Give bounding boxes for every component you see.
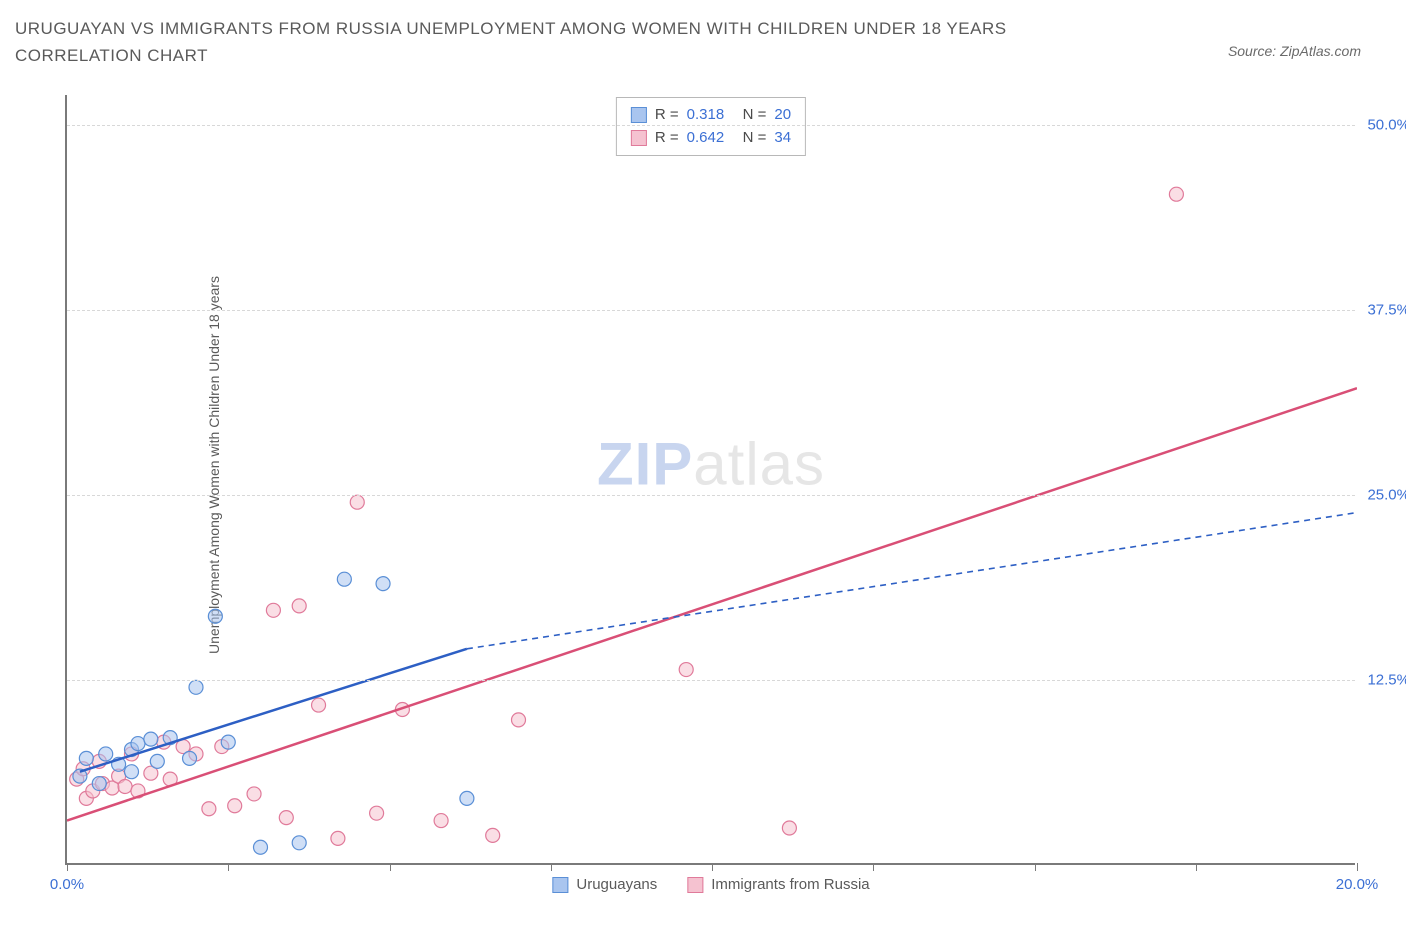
x-tick bbox=[67, 863, 68, 871]
x-tick bbox=[1196, 863, 1197, 871]
data-point-russia bbox=[215, 740, 229, 754]
data-point-russia bbox=[163, 772, 177, 786]
data-point-uruguayans bbox=[92, 777, 106, 791]
x-tick bbox=[1357, 863, 1358, 871]
data-point-russia bbox=[395, 703, 409, 717]
data-point-russia bbox=[112, 769, 126, 783]
x-tick bbox=[228, 863, 229, 871]
watermark: ZIPatlas bbox=[597, 429, 825, 498]
x-tick bbox=[712, 863, 713, 871]
data-point-uruguayans bbox=[150, 754, 164, 768]
swatch-russia-icon bbox=[687, 877, 703, 893]
data-point-russia bbox=[86, 784, 100, 798]
data-point-uruguayans bbox=[144, 732, 158, 746]
data-point-russia bbox=[679, 663, 693, 677]
gridline bbox=[67, 495, 1355, 496]
data-point-russia bbox=[105, 781, 119, 795]
data-point-russia bbox=[228, 799, 242, 813]
y-tick-label: 12.5% bbox=[1367, 671, 1406, 688]
data-point-uruguayans bbox=[254, 840, 268, 854]
data-point-uruguayans bbox=[125, 765, 139, 779]
data-point-uruguayans bbox=[221, 735, 235, 749]
legend-series: Uruguayans Immigrants from Russia bbox=[552, 876, 869, 893]
gridline bbox=[67, 680, 1355, 681]
data-point-uruguayans bbox=[337, 572, 351, 586]
trend-line-russia bbox=[67, 388, 1357, 820]
y-tick-label: 50.0% bbox=[1367, 116, 1406, 133]
data-point-russia bbox=[176, 740, 190, 754]
chart-title: URUGUAYAN VS IMMIGRANTS FROM RUSSIA UNEM… bbox=[15, 15, 1115, 69]
data-point-russia bbox=[76, 762, 90, 776]
data-point-uruguayans bbox=[79, 751, 93, 765]
swatch-uruguayans bbox=[631, 107, 647, 123]
data-point-uruguayans bbox=[73, 769, 87, 783]
data-point-russia bbox=[144, 766, 158, 780]
x-tick-label: 0.0% bbox=[50, 876, 84, 893]
swatch-russia bbox=[631, 130, 647, 146]
gridline bbox=[67, 310, 1355, 311]
y-tick-label: 37.5% bbox=[1367, 301, 1406, 318]
data-point-uruguayans bbox=[189, 680, 203, 694]
legend-row-russia: R = 0.642 N = 34 bbox=[631, 127, 791, 150]
data-point-uruguayans bbox=[183, 751, 197, 765]
data-point-russia bbox=[266, 603, 280, 617]
plot-svg bbox=[67, 95, 1357, 865]
data-point-uruguayans bbox=[131, 737, 145, 751]
data-point-uruguayans bbox=[99, 747, 113, 761]
data-point-russia bbox=[312, 698, 326, 712]
data-point-russia bbox=[512, 713, 526, 727]
data-point-russia bbox=[331, 831, 345, 845]
x-tick bbox=[1035, 863, 1036, 871]
data-point-russia bbox=[486, 828, 500, 842]
data-point-russia bbox=[157, 735, 171, 749]
data-point-russia bbox=[92, 754, 106, 768]
legend-row-uruguayans: R = 0.318 N = 20 bbox=[631, 104, 791, 127]
data-point-uruguayans bbox=[112, 757, 126, 771]
data-point-uruguayans bbox=[125, 743, 139, 757]
data-point-uruguayans bbox=[208, 609, 222, 623]
trend-line-uruguayans bbox=[80, 649, 467, 772]
data-point-russia bbox=[279, 811, 293, 825]
data-point-russia bbox=[125, 747, 139, 761]
data-point-uruguayans bbox=[292, 836, 306, 850]
data-point-russia bbox=[434, 814, 448, 828]
data-point-russia bbox=[292, 599, 306, 613]
data-point-russia bbox=[350, 495, 364, 509]
data-point-uruguayans bbox=[460, 791, 474, 805]
plot-area: ZIPatlas R = 0.318 N = 20 R = 0.642 N = … bbox=[65, 95, 1355, 865]
data-point-russia bbox=[370, 806, 384, 820]
data-point-russia bbox=[247, 787, 261, 801]
x-tick-label: 20.0% bbox=[1336, 876, 1379, 893]
data-point-russia bbox=[202, 802, 216, 816]
data-point-russia bbox=[95, 777, 109, 791]
correlation-chart: URUGUAYAN VS IMMIGRANTS FROM RUSSIA UNEM… bbox=[15, 15, 1391, 915]
trend-line-ext-uruguayans bbox=[467, 513, 1357, 649]
data-point-russia bbox=[782, 821, 796, 835]
data-point-russia bbox=[118, 780, 132, 794]
x-tick bbox=[390, 863, 391, 871]
y-tick-label: 25.0% bbox=[1367, 486, 1406, 503]
legend-correlation-stats: R = 0.318 N = 20 R = 0.642 N = 34 bbox=[616, 97, 806, 156]
x-tick bbox=[551, 863, 552, 871]
data-point-russia bbox=[131, 784, 145, 798]
data-point-uruguayans bbox=[163, 731, 177, 745]
data-point-russia bbox=[1169, 187, 1183, 201]
data-point-russia bbox=[189, 747, 203, 761]
legend-item-russia: Immigrants from Russia bbox=[687, 876, 869, 893]
x-tick bbox=[873, 863, 874, 871]
data-point-russia bbox=[79, 791, 93, 805]
data-point-russia bbox=[70, 772, 84, 786]
gridline bbox=[67, 125, 1355, 126]
swatch-uruguayans-icon bbox=[552, 877, 568, 893]
legend-item-uruguayans: Uruguayans bbox=[552, 876, 657, 893]
source-attribution: Source: ZipAtlas.com bbox=[1228, 43, 1361, 59]
data-point-uruguayans bbox=[376, 577, 390, 591]
